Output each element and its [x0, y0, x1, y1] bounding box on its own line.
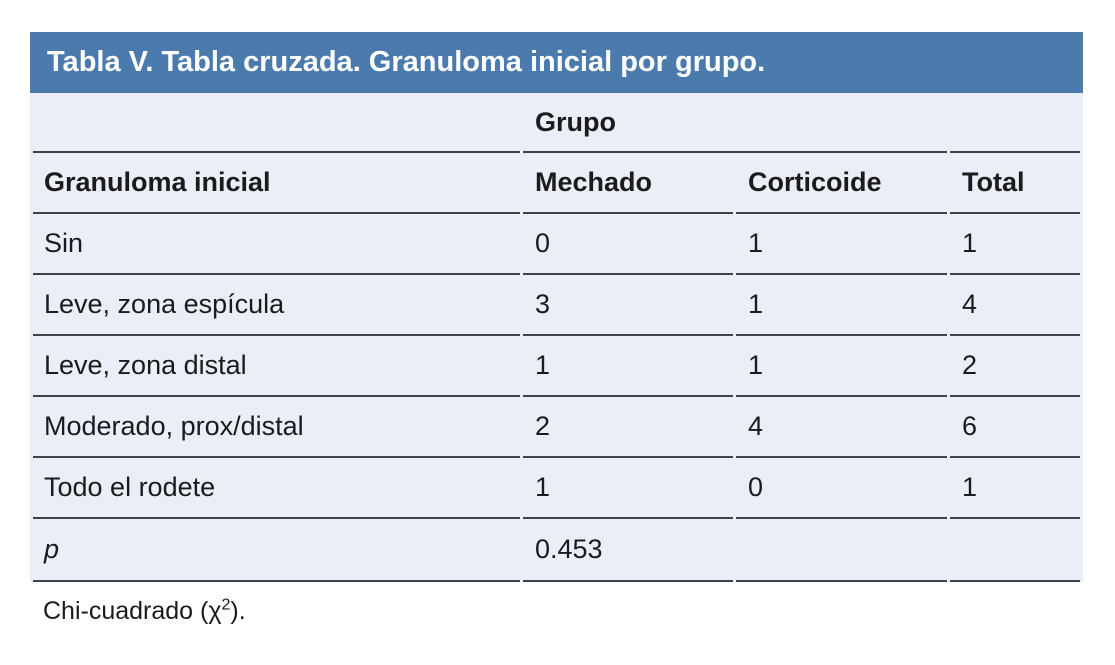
- row-label: Moderado, prox/distal: [33, 397, 520, 458]
- cell-corticoide: 0: [736, 458, 947, 519]
- cell-total: 1: [950, 214, 1080, 275]
- cell-corticoide: 1: [736, 275, 947, 336]
- cell-corticoide: 1: [736, 214, 947, 275]
- cell-mechado: 3: [523, 275, 733, 336]
- footnote-suffix: ).: [230, 597, 246, 625]
- p-row-empty-2: [950, 519, 1080, 582]
- cell-corticoide: 1: [736, 336, 947, 397]
- cell-mechado: 1: [523, 458, 733, 519]
- cell-total: 6: [950, 397, 1080, 458]
- cell-total: 2: [950, 336, 1080, 397]
- table-row: Leve, zona espícula 3 1 4: [33, 275, 1080, 336]
- column-header-total: Total: [950, 153, 1080, 214]
- group-header: Grupo: [523, 93, 947, 153]
- p-row-empty-1: [736, 519, 947, 582]
- cross-tab-table: Grupo Granuloma inicial Mechado Corticoi…: [30, 93, 1083, 582]
- column-header-granuloma: Granuloma inicial: [33, 153, 520, 214]
- cell-mechado: 1: [523, 336, 733, 397]
- cell-corticoide: 4: [736, 397, 947, 458]
- column-header-row: Granuloma inicial Mechado Corticoide Tot…: [33, 153, 1080, 214]
- row-label: Sin: [33, 214, 520, 275]
- row-label: Todo el rodete: [33, 458, 520, 519]
- table-footnote: Chi-cuadrado (χ2).: [30, 597, 1083, 626]
- column-header-corticoide: Corticoide: [736, 153, 947, 214]
- table-title: Tabla V. Tabla cruzada. Granuloma inicia…: [47, 46, 766, 78]
- cell-mechado: 2: [523, 397, 733, 458]
- row-label: Leve, zona espícula: [33, 275, 520, 336]
- cell-total: 1: [950, 458, 1080, 519]
- row-label: Leve, zona distal: [33, 336, 520, 397]
- table-row: Sin 0 1 1: [33, 214, 1080, 275]
- p-value-row: p 0.453: [33, 519, 1080, 582]
- p-row-label: p: [33, 519, 520, 582]
- column-header-mechado: Mechado: [523, 153, 733, 214]
- chi-superscript: 2: [221, 596, 231, 614]
- group-row-empty-right: [950, 93, 1080, 153]
- table-title-bar: Tabla V. Tabla cruzada. Granuloma inicia…: [30, 32, 1083, 93]
- group-header-row: Grupo: [33, 93, 1080, 153]
- table-row: Moderado, prox/distal 2 4 6: [33, 397, 1080, 458]
- footnote-text: Chi-cuadrado (χ: [43, 597, 222, 625]
- p-value: 0.453: [523, 519, 733, 582]
- table-figure: Tabla V. Tabla cruzada. Granuloma inicia…: [30, 32, 1083, 626]
- cell-total: 4: [950, 275, 1080, 336]
- table-row: Todo el rodete 1 0 1: [33, 458, 1080, 519]
- cell-mechado: 0: [523, 214, 733, 275]
- group-row-empty-left: [33, 93, 520, 153]
- table-row: Leve, zona distal 1 1 2: [33, 336, 1080, 397]
